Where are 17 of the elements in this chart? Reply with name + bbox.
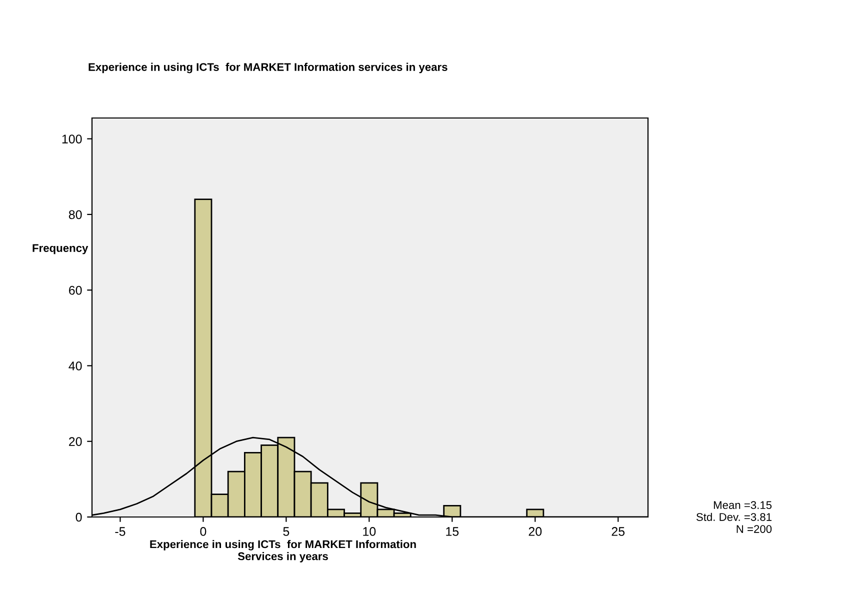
x-axis-title: Experience in using ICTs for MARKET Information Services in years	[150, 540, 416, 562]
x-tick-label: 25	[612, 527, 625, 536]
x-tick-label: 20	[528, 527, 542, 536]
x-tick-label: 10	[363, 527, 376, 536]
y-tick-label: 20	[69, 437, 82, 446]
y-tick-label: 100	[62, 134, 82, 144]
y-tick-label: 60	[69, 286, 82, 295]
y-tick-label: 40	[68, 362, 82, 370]
x-tick-label: 5	[283, 527, 290, 536]
text: Mean =3.15 Std. Dev. =3.81 N =200	[696, 501, 772, 533]
y-tick-label: 0	[76, 512, 82, 522]
x-tick-label: -5	[115, 527, 126, 536]
y-tick-label: 80	[68, 210, 82, 220]
y-axis-title: Frequency	[32, 244, 88, 254]
chart-title: Experience in using ICTs for MARKET Information services in years	[88, 62, 448, 74]
x-tick-label: 15	[446, 527, 459, 536]
x-tick-label: 0	[200, 527, 206, 536]
